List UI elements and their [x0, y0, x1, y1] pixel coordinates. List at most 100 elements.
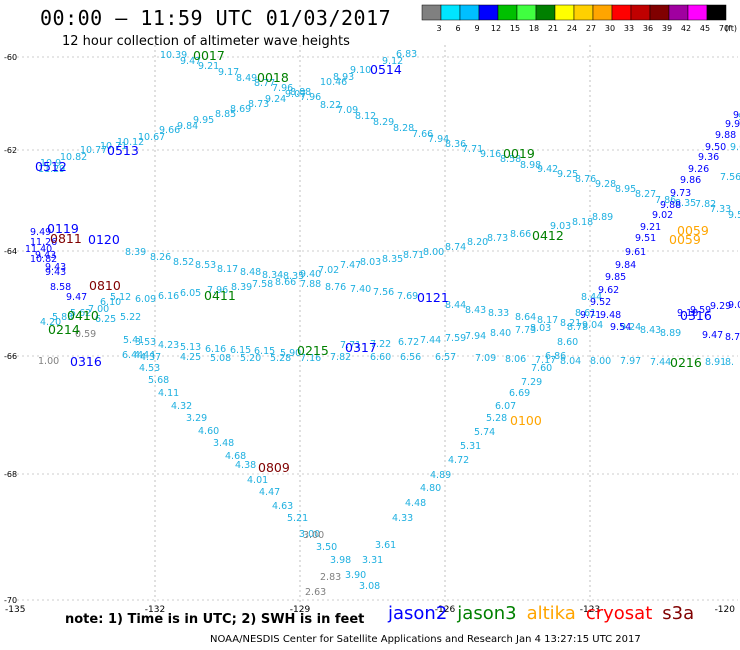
- swh-value: 8.40: [490, 328, 511, 339]
- swh-value: 6.83: [396, 49, 417, 60]
- swh-value: 8.69: [230, 104, 251, 115]
- swh-value: 7.44: [420, 335, 441, 346]
- colorbar-swatch: [630, 4, 651, 21]
- swh-value: 8.44: [581, 292, 602, 303]
- pass-label: 0411: [204, 288, 236, 303]
- satellite-legend-entry: jason3: [457, 603, 517, 624]
- swh-value: 5.83: [52, 312, 73, 323]
- swh-value: 9.52: [590, 297, 611, 308]
- swh-value: 8.35: [675, 198, 696, 209]
- swh-value: 9.12: [382, 56, 403, 67]
- swh-value: 8.22: [320, 100, 341, 111]
- swh-value: 7.69: [397, 291, 418, 302]
- colorbar-swatch: [687, 4, 708, 21]
- swh-value: 6.15: [230, 345, 251, 356]
- swh-value: 7.60: [531, 363, 552, 374]
- swh-value: 8.77: [254, 78, 275, 89]
- colorbar-swatch: [706, 4, 727, 21]
- swh-value: 8.20: [467, 237, 488, 248]
- swh-value: 9.43: [35, 250, 56, 261]
- swh-value: 9.49: [30, 227, 51, 238]
- swh-value: 9.71: [580, 310, 601, 321]
- latitude-label: -60: [4, 53, 17, 62]
- credit-line: NOAA/NESDIS Center for Satellite Applica…: [210, 634, 641, 645]
- pass-label: 0119: [47, 221, 79, 236]
- pass-label: 0317: [345, 340, 377, 355]
- swh-value: 8.85: [215, 109, 236, 120]
- swh-value: 5.28: [270, 353, 291, 364]
- colorbar-swatch: [535, 4, 556, 21]
- swh-value: 9.43: [45, 262, 66, 273]
- pass-label: 0059: [677, 223, 709, 238]
- latitude-label: -66: [4, 352, 17, 361]
- latitude-label: -70: [4, 596, 17, 605]
- swh-value: 10.9: [40, 158, 61, 169]
- swh-value: 5.62: [70, 308, 91, 319]
- swh-value: 3.53: [135, 337, 156, 348]
- swh-value: 9.17: [218, 67, 239, 78]
- swh-value: 9.21: [198, 61, 219, 72]
- swh-value: 8.76: [325, 282, 346, 293]
- swh-value: 4.80: [420, 483, 441, 494]
- swh-value: 4.44: [134, 350, 155, 361]
- swh-value: 8.28: [393, 123, 414, 134]
- swh-value: 6.09: [135, 294, 156, 305]
- swh-value: 7.56: [373, 287, 394, 298]
- swh-value: 9.51: [635, 233, 656, 244]
- swh-value: 4.37: [140, 352, 161, 363]
- swh-value: 7.82: [695, 199, 716, 210]
- swh-value: 10.82: [30, 254, 57, 265]
- swh-value: 8.35: [283, 271, 304, 282]
- swh-value: 8.48: [240, 267, 261, 278]
- swh-value: 9.1: [738, 112, 740, 123]
- pass-label: 0216: [670, 355, 702, 370]
- pass-label: 0811: [50, 231, 82, 246]
- colorbar-swatch: [649, 4, 670, 21]
- swh-value: 6.57: [435, 352, 456, 363]
- pass-label: 0410: [67, 308, 99, 323]
- satellite-legend-entry: jason2: [388, 603, 448, 624]
- swh-value: 8.53: [195, 260, 216, 271]
- swh-value: 8.18: [572, 217, 593, 228]
- swh-value: 7.58: [252, 279, 273, 290]
- swh-value: 4.20: [40, 317, 61, 328]
- swh-value: 8.35: [382, 254, 403, 265]
- swh-value: 9.02: [652, 210, 673, 221]
- swh-value: 4.32: [171, 401, 192, 412]
- swh-value: 10.67: [138, 132, 165, 143]
- swh-value: 5.13: [180, 342, 201, 353]
- swh-value: 8.88: [290, 87, 311, 98]
- swh-value: 9.5: [728, 210, 740, 221]
- longitude-label: -129: [290, 605, 311, 615]
- swh-value: 7.97: [620, 356, 641, 367]
- swh-value: 8.44: [445, 300, 466, 311]
- swh-value: 7.29: [521, 377, 542, 388]
- swh-value: 8.61: [575, 308, 596, 319]
- swh-value: 5.21: [287, 513, 308, 524]
- swh-value: 7.73: [515, 325, 536, 336]
- swh-value: 7.96: [207, 285, 228, 296]
- swh-value: 9.47: [66, 292, 87, 303]
- swh-value: 9.25: [557, 169, 578, 180]
- swh-value: 8.60: [557, 337, 578, 348]
- swh-value: 9.28: [595, 179, 616, 190]
- swh-value: 9.16: [480, 149, 501, 160]
- pass-label: 0215: [297, 343, 329, 358]
- swh-value: 6.44: [122, 350, 143, 361]
- colorbar-swatch: [497, 4, 518, 21]
- subtitle: 12 hour collection of altimeter wave hei…: [62, 34, 350, 49]
- swh-value: 9.29: [710, 301, 731, 312]
- colorbar-tick: 42: [681, 24, 691, 33]
- swh-value: 3.00: [303, 530, 324, 541]
- colorbar-tick: 27: [586, 24, 596, 33]
- swh-value: 11.40: [25, 244, 52, 255]
- swh-value: 9.73: [670, 188, 691, 199]
- swh-value: 8.66: [275, 277, 296, 288]
- swh-value: 3.08: [359, 581, 380, 592]
- swh-value: 8.73: [248, 99, 269, 110]
- swh-value: 8.66: [510, 229, 531, 240]
- colorbar-swatch: [440, 4, 461, 21]
- swh-value: 0.59: [75, 329, 96, 340]
- swh-value: 4.47: [259, 487, 280, 498]
